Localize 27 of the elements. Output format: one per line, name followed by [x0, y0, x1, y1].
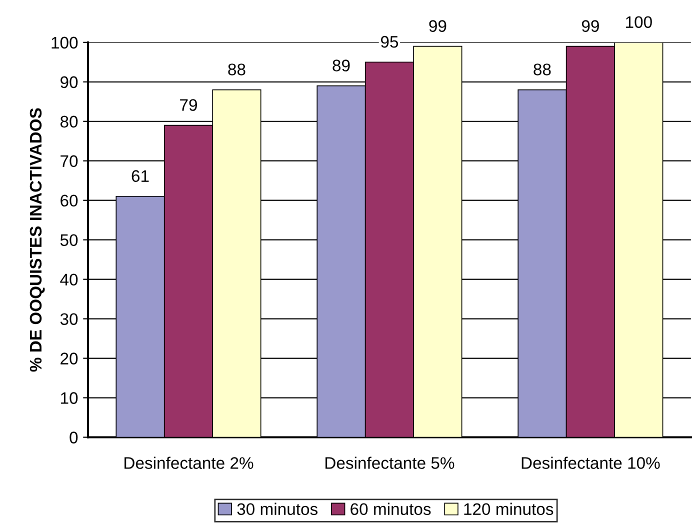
x-tick-label: Desinfectante 2%	[124, 456, 254, 469]
data-label: 95	[380, 36, 398, 48]
y-tick-label: 30	[60, 313, 78, 325]
legend-label: 30 minutos	[237, 502, 318, 516]
y-tick-label: 10	[61, 392, 78, 404]
data-label: 89	[332, 60, 350, 72]
y-tick-label: 0	[70, 432, 78, 444]
data-label: 99	[582, 20, 599, 32]
legend-label: 60 minutos	[350, 502, 431, 516]
y-tick-label: 90	[60, 76, 78, 88]
data-label: 61	[132, 170, 149, 182]
y-tick-label: 100	[52, 36, 78, 49]
y-tick-label: 40	[60, 274, 78, 286]
x-tick-label: Desinfectante 5%	[326, 456, 454, 469]
y-tick-label: 80	[60, 116, 78, 128]
legend-label: 120 minutos	[464, 502, 554, 516]
data-label: 88	[228, 64, 246, 76]
y-tick-label: 50	[60, 234, 78, 246]
data-label: 79	[180, 99, 197, 111]
x-tick-label: Desinfectante 10%	[522, 456, 660, 469]
data-label: 99	[429, 20, 446, 32]
y-axis-title: % DE OOQUISTES INACTIVADOS	[30, 108, 45, 372]
data-label: 100	[626, 16, 652, 28]
y-tick-label: 60	[60, 194, 78, 207]
y-tick-label: 20	[60, 352, 78, 364]
y-tick-label: 70	[60, 155, 78, 168]
data-label: 88	[534, 64, 551, 76]
